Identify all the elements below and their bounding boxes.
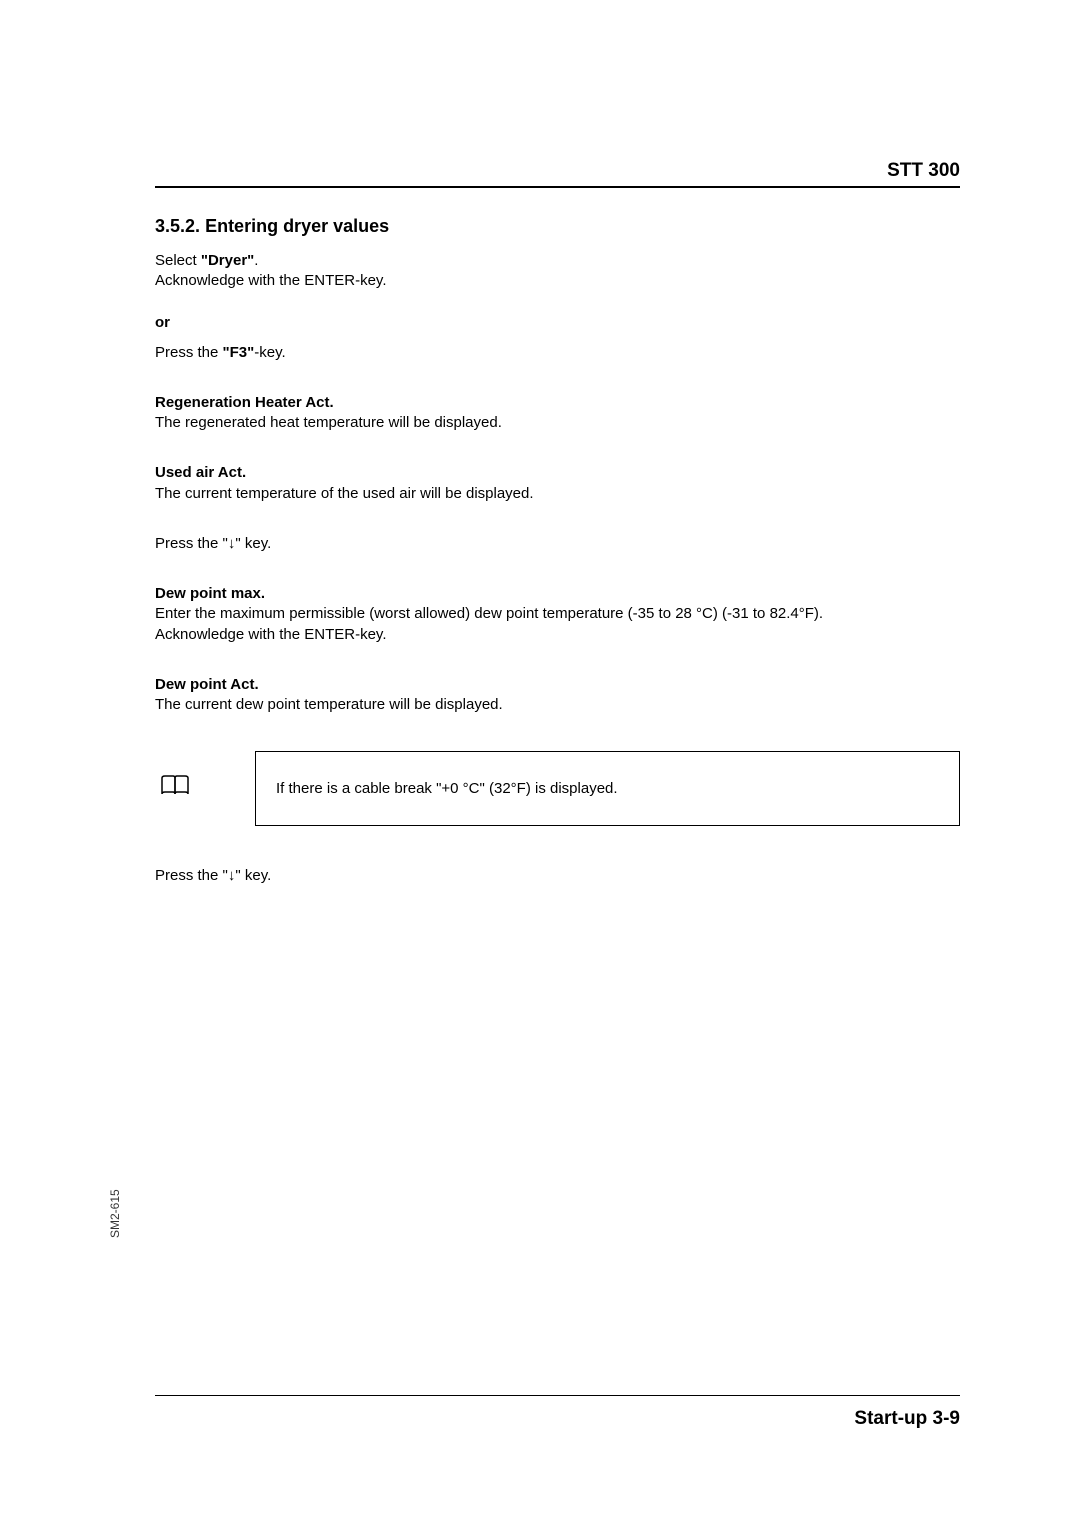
dew-max-block: Dew point max. Enter the maximum permiss… xyxy=(155,584,960,645)
side-label: SM2-615 xyxy=(108,1189,122,1238)
select-suffix: . xyxy=(254,252,258,269)
regen-title: Regeneration Heater Act. xyxy=(155,393,960,413)
dew-act-block: Dew point Act. The current dew point tem… xyxy=(155,675,960,716)
note-row: If there is a cable break "+0 °C" (32°F)… xyxy=(155,751,960,826)
press-f3-line: Press the "F3"-key. xyxy=(155,343,960,363)
press-down-1: Press the "↓" key. xyxy=(155,534,960,554)
press-prefix: Press the xyxy=(155,344,223,361)
note-box: If there is a cable break "+0 °C" (32°F)… xyxy=(255,751,960,826)
select-target: "Dryer" xyxy=(201,252,254,269)
doc-title: STT 300 xyxy=(887,160,960,181)
used-air-block: Used air Act. The current temperature of… xyxy=(155,463,960,504)
section-title: 3.5.2. Entering dryer values xyxy=(155,216,960,237)
book-icon xyxy=(155,775,195,802)
press-suffix: -key. xyxy=(254,344,285,361)
dew-max-title: Dew point max. xyxy=(155,584,960,604)
book-icon-svg xyxy=(160,775,190,797)
used-air-title: Used air Act. xyxy=(155,463,960,483)
regen-block: Regeneration Heater Act. The regenerated… xyxy=(155,393,960,434)
footer-text: Start-up 3-9 xyxy=(854,1408,960,1429)
select-line: Select "Dryer". xyxy=(155,251,960,271)
used-air-body: The current temperature of the used air … xyxy=(155,484,960,504)
section-name: Entering dryer values xyxy=(205,216,389,236)
dew-max-body: Enter the maximum permissible (worst all… xyxy=(155,604,960,624)
dew-act-body: The current dew point temperature will b… xyxy=(155,695,960,715)
or-label: or xyxy=(155,314,960,331)
document-footer: Start-up 3-9 xyxy=(155,1395,960,1430)
press-key: "F3" xyxy=(223,344,255,361)
page-container: STT 300 3.5.2. Entering dryer values Sel… xyxy=(0,0,1080,1525)
dew-max-ack: Acknowledge with the ENTER-key. xyxy=(155,625,960,645)
press-down-2: Press the "↓" key. xyxy=(155,866,960,886)
ack-line: Acknowledge with the ENTER-key. xyxy=(155,271,960,291)
dew-act-title: Dew point Act. xyxy=(155,675,960,695)
select-prefix: Select xyxy=(155,252,201,269)
regen-body: The regenerated heat temperature will be… xyxy=(155,413,960,433)
note-text: If there is a cable break "+0 °C" (32°F)… xyxy=(276,780,618,797)
document-header: STT 300 xyxy=(155,160,960,188)
section-number: 3.5.2. xyxy=(155,216,200,236)
intro-block: Select "Dryer". Acknowledge with the ENT… xyxy=(155,251,960,292)
